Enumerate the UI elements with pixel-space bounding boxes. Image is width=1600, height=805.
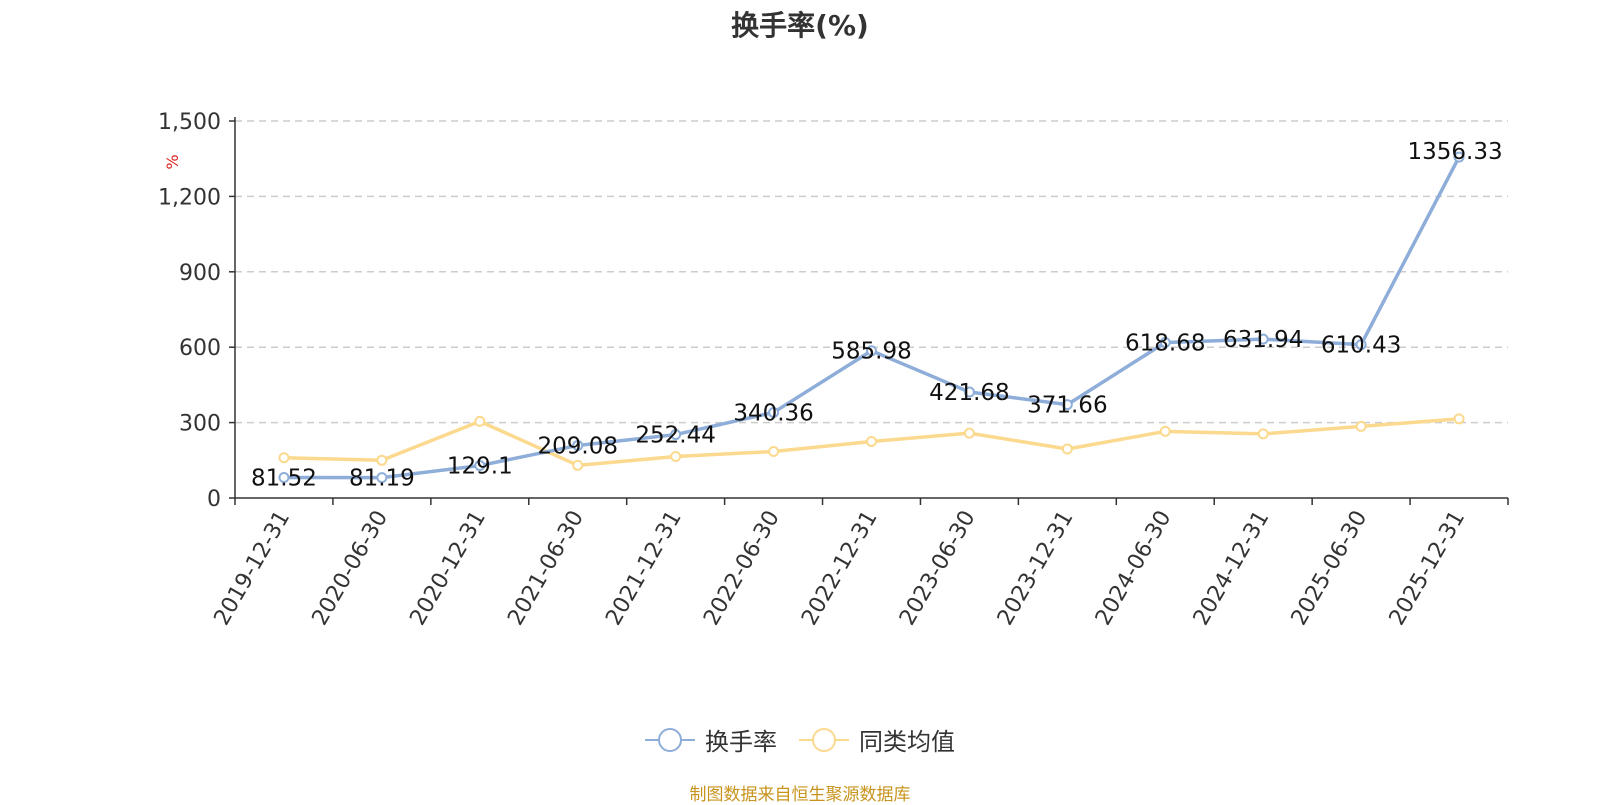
series-point-0 [474,460,486,472]
y-tick-label: 1,200 [158,185,221,210]
series-point-1 [572,459,584,471]
label-layer: 81.52 81.19 129.1 209.08 252.44 340.36 585.98 4… [251,139,1503,491]
series-point-0 [1061,399,1073,411]
series-point-0 [768,406,780,418]
x-tick-label: 2022-12-31 [797,507,883,630]
legend-item-peer-average[interactable]: 同类均值 [799,722,955,757]
legend-swatch-turnover [645,727,695,752]
series-point-0 [1257,333,1269,345]
legend-label-peer-average: 同类均值 [859,728,955,756]
legend-label-turnover: 换手率 [705,728,777,756]
series-point-0 [670,429,682,441]
series-point-0 [963,386,975,398]
x-tick-label: 2020-12-31 [405,507,491,630]
legend-item-turnover[interactable]: 换手率 [645,722,777,757]
data-label: 618.68 [1125,331,1205,357]
data-label: 371.66 [1027,393,1107,419]
series-point-0 [866,345,877,357]
series-point-1 [963,427,975,439]
x-tick-label: 2021-12-31 [601,507,687,630]
x-tick-label: 2025-06-30 [1287,507,1373,630]
series-point-1 [1355,420,1367,432]
data-label: 610.43 [1321,333,1401,359]
legend: 换手率 同类均值 [0,722,1600,757]
data-label: 129.1 [447,454,513,480]
series-layer [278,151,1465,484]
series-point-0 [1355,339,1367,351]
y-tick-label: 900 [179,261,221,286]
legend-swatch-peer-average [799,727,849,752]
data-label: 252.44 [635,423,715,449]
data-source-note: 制图数据来自恒生聚源数据库 [689,785,911,805]
x-tick-label: 2021-06-30 [503,507,589,630]
x-tick-label: 2023-06-30 [895,507,981,630]
x-tick-label: 2020-06-30 [308,507,394,630]
series-point-0 [1159,337,1171,349]
data-label: 631.94 [1223,327,1303,353]
series-point-1 [1453,413,1465,425]
data-label: 585.98 [831,339,911,365]
series-point-1 [376,454,388,466]
data-label: 81.52 [251,466,317,492]
y-tick-label: 1,500 [158,110,221,135]
chart-title: 换手率(%) [731,9,869,42]
grid-layer [235,120,1508,424]
x-tick-label: 2025-12-31 [1385,507,1471,630]
data-label: 340.36 [733,400,813,426]
series-point-0 [376,472,388,484]
series-point-1 [670,451,682,463]
axis-layer: 0 300 600 900 1,200 1,500 2019-12-31 2020-06-30… [158,110,1509,630]
series-point-0 [572,439,584,451]
x-tick-label: 2022-06-30 [699,507,785,630]
data-label: 209.08 [537,433,617,459]
y-tick-label: 0 [207,487,221,512]
series-point-1 [1061,443,1073,455]
x-tick-label: 2024-06-30 [1091,507,1177,630]
series-point-0 [1453,151,1465,163]
series-point-1 [278,452,290,464]
x-tick-label: 2019-12-31 [210,507,296,630]
data-label: 81.19 [349,466,415,492]
data-label: 1356.33 [1407,139,1502,165]
y-axis-unit-label: % [163,154,182,169]
series-point-1 [1257,428,1269,440]
x-tick-label: 2024-12-31 [1189,507,1275,630]
series-point-1 [474,415,486,427]
data-label: 421.68 [929,380,1009,406]
series-point-1 [1159,425,1171,437]
x-tick-label: 2023-12-31 [993,507,1079,630]
series-point-1 [768,446,780,458]
y-tick-label: 300 [179,412,221,437]
series-point-1 [866,435,877,447]
series-point-0 [278,472,290,484]
y-tick-label: 600 [179,336,221,361]
